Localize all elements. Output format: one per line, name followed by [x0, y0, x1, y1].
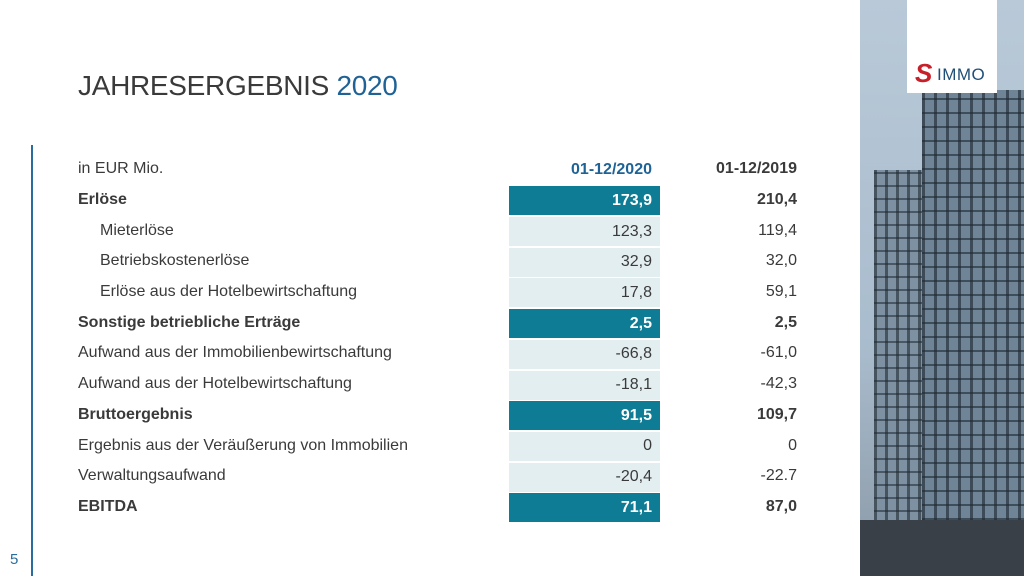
- value-2019: 0: [788, 436, 797, 454]
- row-label: Aufwand aus der Immobilienbewirtschaftun…: [78, 344, 392, 362]
- value-2019: 210,4: [756, 191, 797, 209]
- table-row: Ergebnis aus der Veräußerung von Immobil…: [78, 430, 808, 461]
- row-label: Betriebskostenerlöse: [100, 252, 250, 270]
- value-2020: 32,9: [509, 247, 660, 277]
- table-header: in EUR Mio. 01-12/2020 01-12/2019: [78, 154, 808, 185]
- value-2019: -42,3: [760, 375, 797, 393]
- title-text: JAHRESERGEBNIS: [78, 70, 329, 101]
- value-2020: -66,8: [509, 339, 660, 369]
- value-2020: 0: [509, 431, 660, 461]
- value-2019: 2,5: [774, 313, 797, 331]
- value-2020: 71,1: [509, 493, 660, 523]
- row-label: Erlöse: [78, 191, 127, 209]
- value-2020: 17,8: [509, 278, 660, 308]
- page-number: 5: [10, 551, 19, 568]
- value-2020: -18,1: [509, 370, 660, 400]
- table-row: Sonstige betriebliche Erträge 2,5 2,5: [78, 307, 808, 339]
- table-row: Mieterlöse 123,3 119,4: [78, 215, 808, 247]
- table-row: EBITDA 71,1 87,0: [78, 492, 808, 523]
- value-2020: 2,5: [509, 309, 660, 339]
- row-label: Mieterlöse: [100, 221, 174, 239]
- row-label: EBITDA: [78, 497, 138, 515]
- table-row: Betriebskostenerlöse 32,9 32,0: [78, 246, 808, 277]
- value-2019: -22.7: [760, 467, 797, 485]
- table-row: Verwaltungsaufwand -20,4 -22.7: [78, 461, 808, 492]
- table-row: Erlöse 173,9 210,4: [78, 185, 808, 216]
- row-label: Bruttoergebnis: [78, 405, 193, 423]
- value-2019: 59,1: [765, 283, 797, 301]
- row-label: Erlöse aus der Hotelbewirtschaftung: [100, 283, 358, 301]
- title-year: 2020: [336, 70, 398, 101]
- value-2019: 87,0: [765, 497, 797, 515]
- row-label: Verwaltungsaufwand: [78, 467, 226, 485]
- page-title: JAHRESERGEBNIS 2020: [78, 70, 398, 102]
- table-row: Aufwand aus der Immobilienbewirtschaftun…: [78, 338, 808, 369]
- unit-label: in EUR Mio.: [78, 160, 164, 178]
- value-2019: 32,0: [765, 252, 797, 270]
- divider: [31, 145, 33, 576]
- value-2020: 173,9: [509, 186, 660, 216]
- value-2019: -61,0: [760, 344, 797, 362]
- row-label: Ergebnis aus der Veräußerung von Immobil…: [78, 436, 408, 454]
- table-row: Erlöse aus der Hotelbewirtschaftung 17,8 5…: [78, 277, 808, 308]
- column-header-2020: 01-12/2020: [571, 161, 652, 179]
- value-2019: 119,4: [758, 221, 797, 239]
- building-photo: [860, 0, 1024, 576]
- value-2020: 123,3: [509, 217, 660, 247]
- financial-table: in EUR Mio. 01-12/2020 01-12/2019 Erlöse…: [78, 154, 808, 523]
- value-2020: 91,5: [509, 401, 660, 431]
- simmo-logo: S IMMO: [907, 0, 997, 93]
- column-header-2019: 01-12/2019: [716, 160, 797, 178]
- table-row: Bruttoergebnis 91,5 109,7: [78, 400, 808, 431]
- value-2019: 109,7: [756, 405, 797, 423]
- table-row: Aufwand aus der Hotelbewirtschaftung -18,…: [78, 369, 808, 400]
- row-label: Aufwand aus der Hotelbewirtschaftung: [78, 375, 352, 393]
- row-label: Sonstige betriebliche Erträge: [78, 313, 301, 331]
- value-2020: -20,4: [509, 462, 660, 492]
